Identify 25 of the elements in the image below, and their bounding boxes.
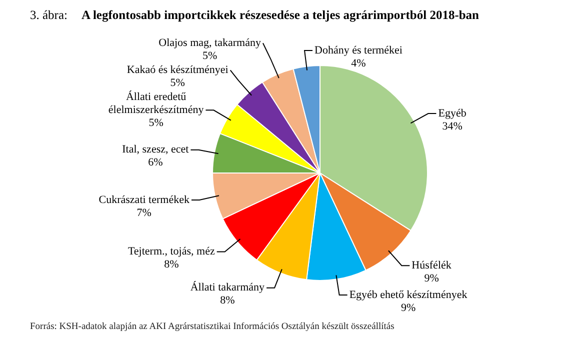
data-label: 5% (202, 50, 218, 62)
slice-label: Állati takarmány (190, 280, 266, 294)
text: Forrás: KSH-adatok alapján az AKI Agrárstatisztikai Információs Osztályán készült összeállítás (30, 322, 394, 332)
data-label: 5% (170, 77, 185, 90)
slice-label: Dohány és termékei (314, 44, 402, 56)
slice-label: Ital, szesz, ecet (122, 144, 189, 156)
data-label: 34% (442, 120, 462, 132)
data-label: 8% (164, 258, 179, 271)
slice-label: Egyéb ehető készítmények (349, 288, 468, 301)
data-label: 9% (400, 302, 416, 314)
text: 3. ábra: (30, 8, 68, 22)
slice-label: Cukrászati termékek (98, 194, 190, 206)
data-label: 9% (424, 272, 439, 285)
slice-label: Húsfélék (412, 260, 452, 272)
data-label: 5% (148, 117, 164, 130)
chart-title: A legfontosabb importcikkek részesedése a teljes agrárimportból 2018-ban (81, 8, 480, 22)
data-label: 4% (351, 57, 366, 70)
slice-label: Kakaó és készítményei (126, 64, 228, 76)
slice-label: Olajos mag, takarmány (158, 37, 262, 50)
data-label: 8% (220, 294, 235, 307)
slice-label: Egyéb (438, 107, 467, 120)
slice-label: Tejterm., tojás, méz (128, 246, 215, 258)
slice-label: Állati eredetű élelmiszerkészítmény (108, 90, 204, 116)
data-label: 7% (136, 206, 152, 219)
data-label: 6% (148, 156, 163, 169)
